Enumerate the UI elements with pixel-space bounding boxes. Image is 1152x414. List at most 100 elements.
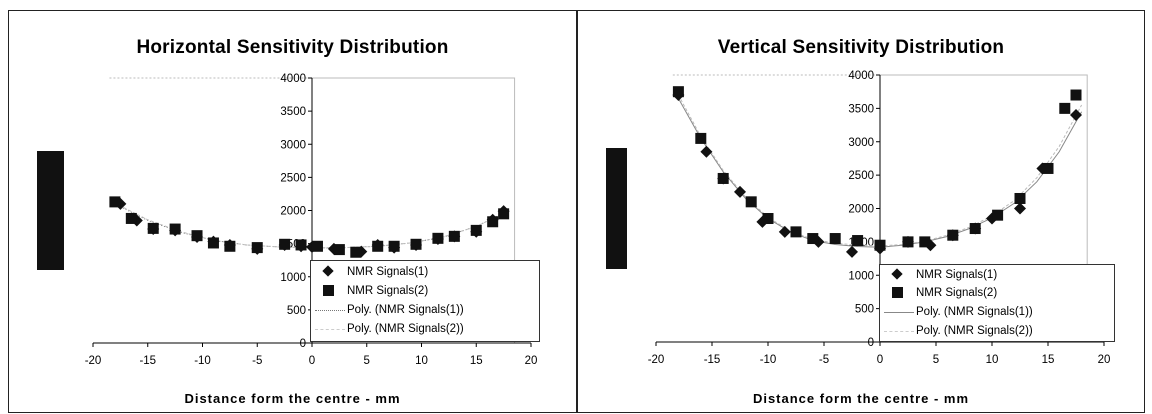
legend-item: Poly. (NMR Signals(1)) — [311, 302, 464, 318]
square-marker-icon — [311, 283, 347, 299]
data-point-square — [498, 208, 510, 220]
dotted-line-icon — [311, 302, 347, 318]
data-point-square — [1070, 89, 1082, 101]
data-point-square — [902, 236, 914, 248]
data-point-square — [852, 235, 864, 247]
black-bar — [606, 148, 627, 269]
legend-label: NMR Signals(1) — [916, 269, 998, 281]
y-tick-label: 4000 — [848, 70, 874, 82]
diamond-marker-icon — [311, 264, 347, 280]
chart-panel-horizontal: Horizontal Sensitivity Distribution 0 500… — [8, 10, 577, 413]
data-point-square — [745, 196, 757, 208]
y-tick-label: 3000 — [848, 137, 874, 149]
x-tick-label: 20 — [525, 355, 538, 367]
y-tick-label: 2500 — [280, 172, 306, 184]
data-point-square — [487, 216, 499, 228]
y-tick-label: 3000 — [280, 139, 306, 151]
y-tick-label: 2000 — [848, 204, 874, 216]
square-marker-icon — [880, 285, 916, 301]
data-point-square — [717, 172, 729, 184]
x-tick-label: -20 — [85, 355, 102, 367]
data-point-square — [790, 226, 802, 238]
y-tick-label: 0 — [868, 337, 874, 349]
y-tick-label: 500 — [287, 305, 306, 317]
data-point-square — [109, 196, 121, 208]
data-point-diamond — [778, 225, 791, 238]
x-tick-label: 10 — [986, 354, 999, 366]
data-point-square — [762, 213, 774, 225]
data-point-square — [807, 233, 819, 245]
x-tick-label: -10 — [194, 355, 211, 367]
solid-line-icon — [880, 304, 916, 320]
data-point-square — [672, 86, 684, 98]
data-point-square — [432, 232, 444, 244]
data-point-square — [695, 132, 707, 144]
data-point-square — [829, 233, 841, 245]
y-tick-label: 3500 — [848, 103, 874, 115]
x-tick-label: 5 — [364, 355, 370, 367]
data-point-square — [874, 239, 886, 251]
data-point-diamond — [846, 245, 858, 258]
y-tick-label: 2000 — [280, 206, 306, 218]
y-tick-label: 2500 — [848, 170, 874, 182]
legend-label: NMR Signals(2) — [347, 285, 429, 297]
data-point-square — [969, 223, 981, 235]
data-point-square — [333, 244, 345, 256]
plot-area: 05001000150020002500300035004000-20-15-1… — [648, 70, 1111, 366]
data-point-diamond — [756, 215, 769, 228]
x-tick-label: -15 — [704, 354, 721, 366]
y-tick-label: 1000 — [280, 272, 306, 284]
data-point-square — [191, 230, 203, 242]
data-point-square — [147, 222, 159, 234]
data-point-diamond — [1070, 109, 1082, 122]
data-point-square — [388, 240, 400, 252]
legend-label: NMR Signals(2) — [916, 287, 998, 299]
legend-label: Poly. (NMR Signals(2)) — [916, 325, 1033, 337]
legend-label: Poly. (NMR Signals(1)) — [347, 304, 464, 316]
data-point-square — [311, 240, 323, 252]
x-tick-label: -10 — [760, 354, 777, 366]
data-point-square — [1059, 102, 1071, 114]
legend-item: NMR Signals(2) — [880, 285, 997, 301]
x-tick-label: 0 — [877, 354, 883, 366]
data-point-diamond — [734, 185, 746, 198]
y-tick-label: 3500 — [280, 106, 306, 118]
data-point-square — [448, 230, 460, 242]
legend-label: Poly. (NMR Signals(1)) — [916, 306, 1033, 318]
chart-title: Horizontal Sensitivity Distribution — [136, 37, 449, 58]
x-tick-label: 10 — [415, 355, 428, 367]
x-tick-label: -20 — [648, 354, 665, 366]
diamond-marker-icon — [880, 267, 916, 283]
y-tick-label: 4000 — [280, 73, 306, 85]
legend-item: Poly. (NMR Signals(2)) — [880, 323, 1033, 339]
data-point-square — [350, 246, 362, 258]
data-point-square — [410, 238, 422, 250]
data-point-square — [207, 237, 219, 249]
data-point-square — [279, 238, 291, 250]
x-tick-label: -15 — [139, 355, 156, 367]
x-tick-label: -5 — [819, 354, 829, 366]
data-point-square — [295, 239, 307, 251]
x-tick-label: 15 — [470, 355, 483, 367]
plot-area: 05001000150020002500300035004000-20-15-1… — [85, 73, 538, 367]
black-bar — [37, 151, 64, 270]
chart-panel-vertical: Vertical Sensitivity Distribution 0 500 10… — [577, 10, 1145, 413]
data-point-square — [372, 240, 384, 252]
x-tick-label: -5 — [252, 355, 262, 367]
y-tick-label: 500 — [855, 304, 874, 316]
x-axis-label: Distance form the centre - mm — [752, 391, 970, 406]
data-point-diamond — [1014, 202, 1026, 215]
dashed-line-icon — [311, 321, 347, 337]
legend-label: Poly. (NMR Signals(2)) — [347, 323, 464, 335]
data-point-square — [125, 212, 137, 224]
data-point-square — [224, 240, 236, 252]
x-tick-label: 5 — [933, 354, 939, 366]
data-point-square — [992, 209, 1004, 221]
data-point-square — [1014, 192, 1026, 204]
legend-item: NMR Signals(1) — [880, 267, 997, 283]
legend-label: NMR Signals(1) — [347, 266, 429, 278]
legend-item: Poly. (NMR Signals(2)) — [311, 321, 464, 337]
chart-title: Vertical Sensitivity Distribution — [717, 37, 1005, 58]
data-point-diamond — [1036, 162, 1049, 175]
data-point-square — [251, 242, 263, 254]
